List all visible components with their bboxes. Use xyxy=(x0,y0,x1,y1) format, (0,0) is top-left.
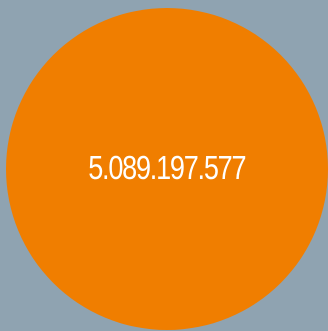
value-text: 5.089.197.577 xyxy=(88,149,246,186)
value-circle: 5.089.197.577 xyxy=(6,8,328,330)
